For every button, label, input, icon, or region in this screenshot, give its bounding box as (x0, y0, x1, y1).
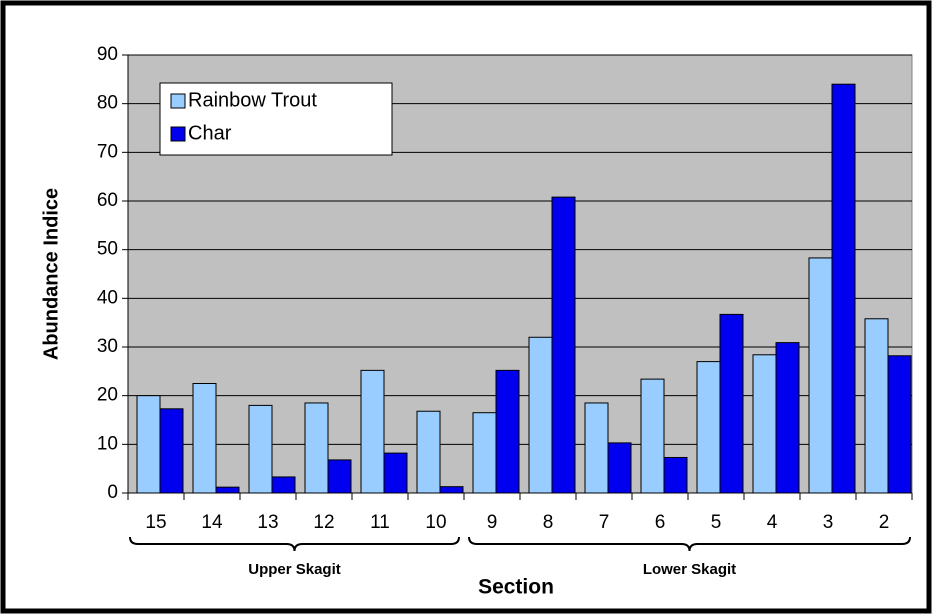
bar (327, 459, 352, 494)
bar (495, 369, 520, 494)
group-label: Upper Skagit (248, 561, 341, 578)
y-tick-label: 60 (97, 190, 118, 211)
y-axis-label: Abundance Indice (40, 188, 62, 360)
bar (584, 402, 609, 494)
bar (640, 378, 665, 494)
x-tick-label: 14 (201, 512, 223, 533)
bar (775, 342, 800, 494)
legend-swatch (170, 93, 186, 109)
y-tick-label: 20 (97, 385, 118, 406)
x-tick-label: 6 (655, 512, 666, 533)
bar (719, 313, 744, 494)
bar (248, 404, 273, 494)
y-tick-label: 30 (97, 336, 118, 357)
y-tick-label: 40 (97, 287, 118, 308)
bar (360, 369, 385, 494)
bar (416, 410, 441, 494)
bar (808, 257, 833, 494)
x-axis-label: Section (478, 576, 554, 599)
x-tick-label: 10 (425, 512, 446, 533)
bar (752, 354, 777, 494)
legend-swatch (170, 126, 186, 142)
bar (271, 476, 296, 494)
bar (472, 412, 497, 494)
x-tick-label: 12 (313, 512, 334, 533)
y-tick-label: 50 (97, 239, 118, 260)
x-tick-label: 15 (145, 512, 166, 533)
bar (215, 486, 240, 494)
bar (551, 196, 576, 494)
bar (528, 336, 553, 494)
group-label: Lower Skagit (643, 561, 736, 578)
bar (159, 408, 184, 494)
y-tick-label: 10 (97, 433, 118, 454)
y-tick-label: 80 (97, 93, 118, 114)
group-brace (129, 536, 460, 552)
group-brace (468, 536, 911, 552)
x-tick-label: 2 (879, 512, 890, 533)
legend-label: Char (188, 122, 232, 144)
bar (304, 402, 329, 494)
x-tick-label: 8 (543, 512, 554, 533)
x-tick-label: 11 (370, 512, 390, 533)
y-tick-label: 70 (97, 141, 118, 162)
y-tick-label: 90 (97, 44, 118, 65)
x-tick-label: 4 (767, 512, 778, 533)
x-tick-label: 9 (487, 512, 498, 533)
x-tick-label: 7 (599, 512, 610, 533)
legend-box (159, 82, 393, 156)
bar (831, 83, 856, 494)
bar (607, 442, 632, 494)
bar (192, 383, 217, 494)
bar (696, 361, 721, 494)
legend-label: Rainbow Trout (188, 89, 317, 111)
x-tick-label: 13 (257, 512, 278, 533)
bar (383, 452, 408, 494)
bar (887, 355, 912, 494)
y-tick-label: 0 (107, 482, 118, 503)
bar (136, 395, 161, 494)
bar (864, 318, 889, 494)
x-tick-label: 5 (711, 512, 722, 533)
x-tick-label: 3 (823, 512, 834, 533)
bar (663, 456, 688, 494)
bar (439, 486, 464, 494)
